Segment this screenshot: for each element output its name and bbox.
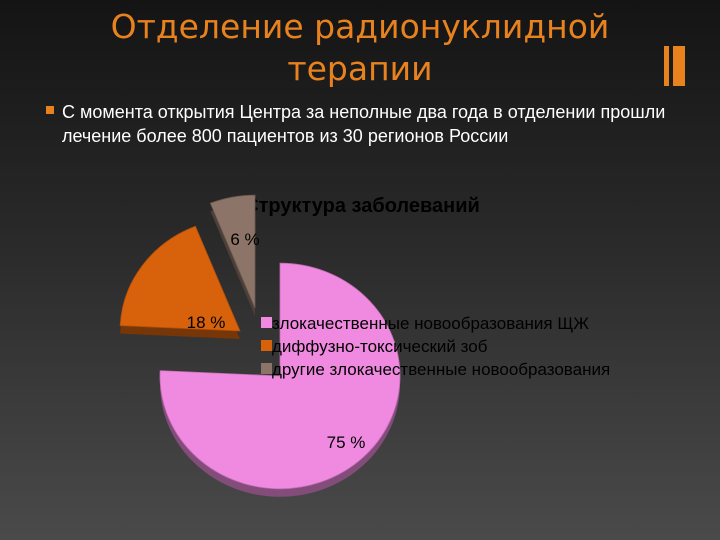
legend-label: злокачественные новообразования ЩЖ bbox=[272, 314, 589, 333]
pie-data-label: 75 % bbox=[327, 433, 366, 452]
legend-label: диффузно-токсический зоб bbox=[272, 337, 488, 356]
pie-slices bbox=[119, 194, 401, 497]
legend-swatch bbox=[261, 363, 272, 374]
pie-data-labels: 75 % 18 % 6 % bbox=[187, 230, 366, 452]
legend-swatch bbox=[261, 317, 272, 328]
pie-data-label: 6 % bbox=[230, 230, 259, 249]
accent-bars bbox=[664, 46, 686, 86]
pie-slice bbox=[209, 194, 256, 309]
bullet-point: С момента открытия Центра за неполные дв… bbox=[46, 100, 686, 148]
legend-label: другие злокачественные новообразования bbox=[272, 360, 610, 379]
pie-slice bbox=[159, 262, 401, 490]
chart-legend: злокачественные новообразования ЩЖ диффуз… bbox=[261, 314, 610, 379]
slide-title-line-2: терапии bbox=[287, 49, 433, 88]
accent-bar-thin bbox=[664, 46, 669, 86]
slide-title-line-1: Отделение радионуклидной bbox=[110, 7, 610, 46]
bullet-square-icon bbox=[46, 106, 54, 114]
pie-slice bbox=[119, 225, 241, 332]
slide-title: Отделение радионуклидной терапии bbox=[90, 6, 630, 90]
legend-swatch bbox=[261, 340, 272, 351]
bullet-text: С момента открытия Центра за неполные дв… bbox=[62, 102, 666, 146]
pie-data-label: 18 % bbox=[187, 313, 226, 332]
chart-title: Структура заболеваний bbox=[244, 195, 480, 217]
accent-bar-thick bbox=[673, 46, 685, 86]
